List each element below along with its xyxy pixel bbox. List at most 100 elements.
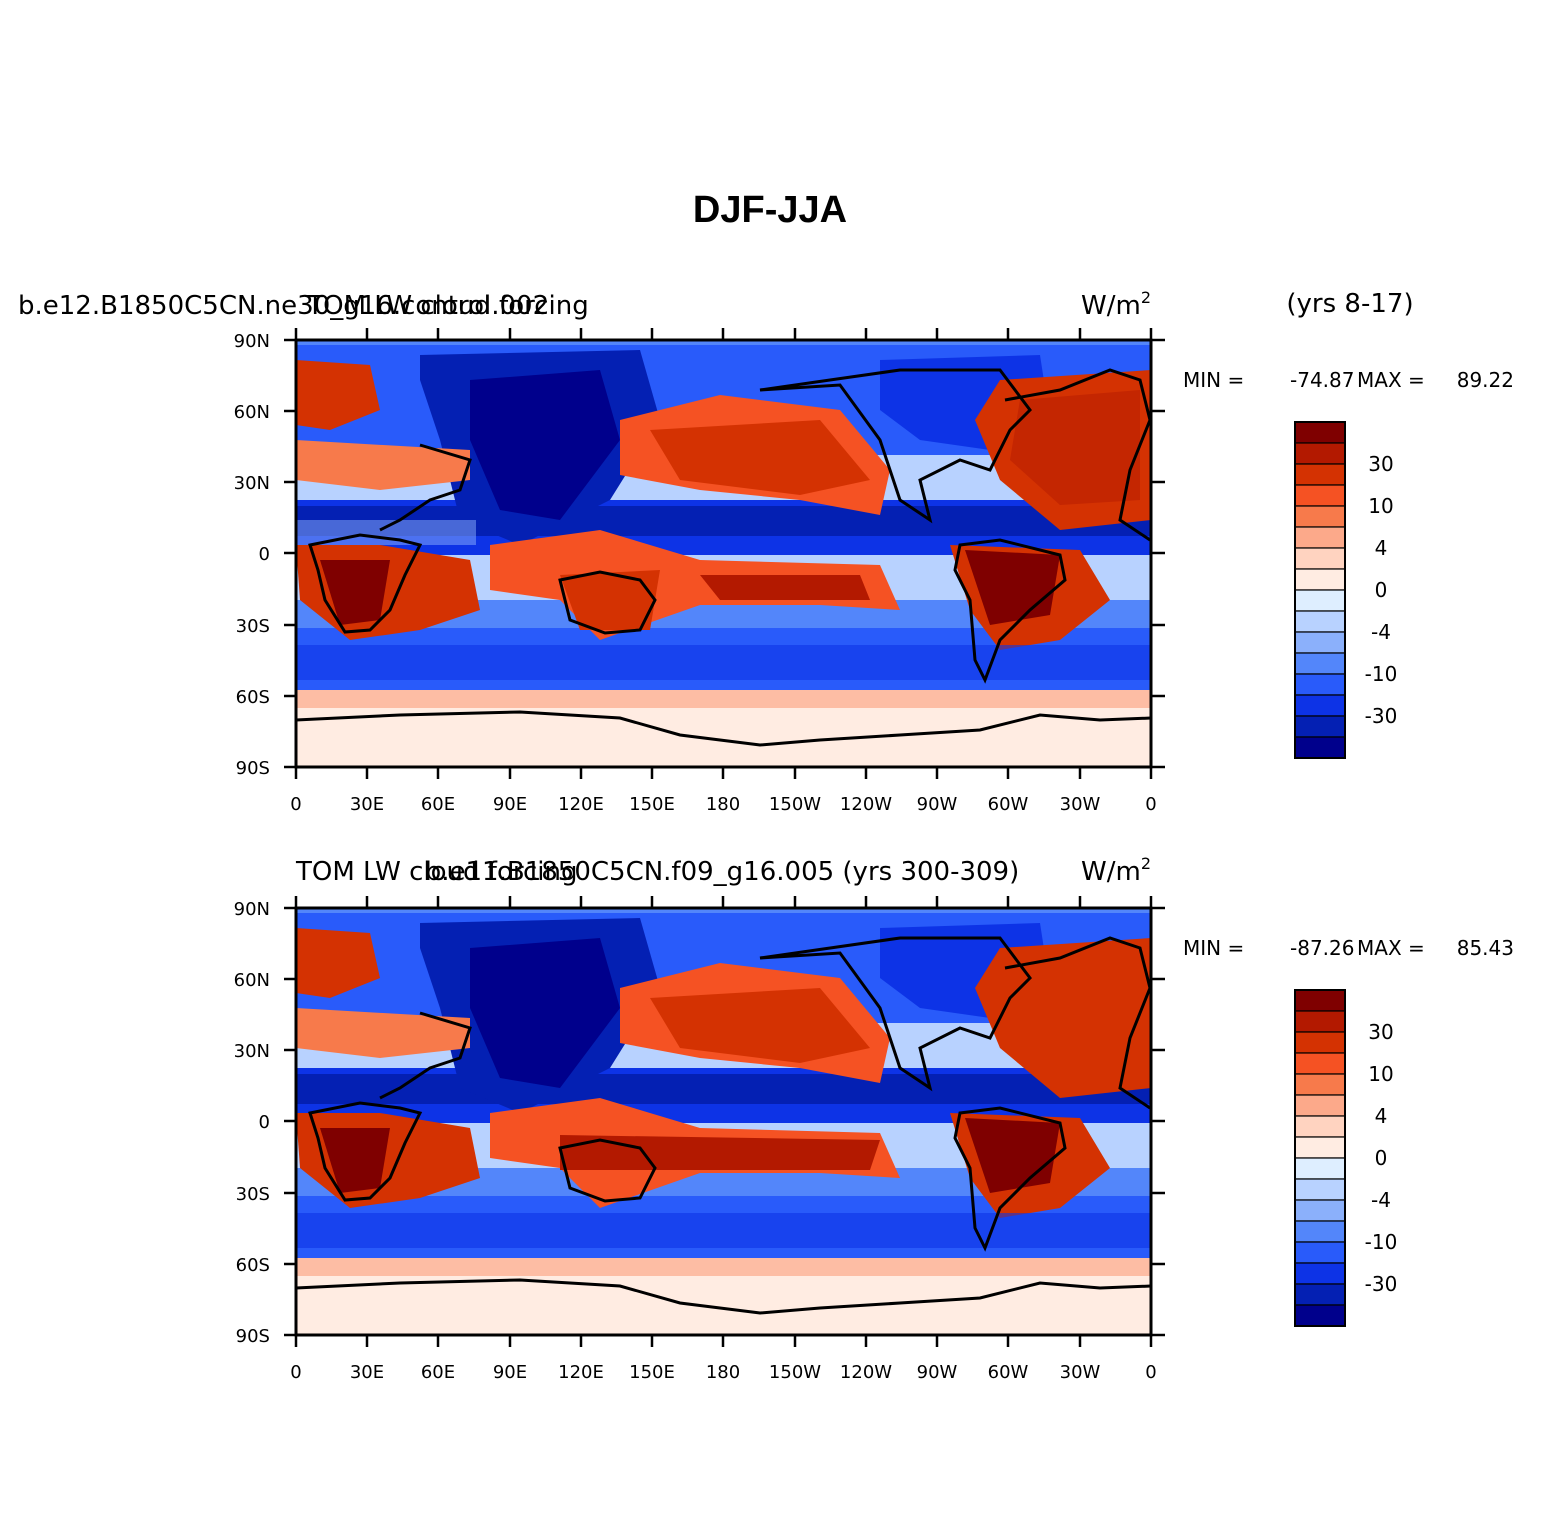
colorbar-box [1294,421,1346,444]
lon-label: 90W [917,1362,958,1383]
colorbar-box [1294,1241,1346,1264]
colorbar-box [1294,547,1346,570]
panel-bottom-coastlines [296,936,1151,1315]
lat-label: 0 [259,1112,270,1133]
colorbar-box [1294,526,1346,549]
lat-label: 60S [236,687,270,708]
colorbar-box [1294,1304,1346,1327]
colorbar-box [1294,1115,1346,1138]
colorbar-box [1294,1262,1346,1285]
lon-label: 150W [769,794,821,815]
panel-top-years: (yrs 8-17) [1286,289,1413,319]
lon-label: 120E [558,1362,604,1383]
colorbar-box [1294,652,1346,675]
panel-top-min-label: MIN = [1183,368,1244,392]
panel-bottom-max-value: 85.43 [1457,936,1514,960]
lon-label: 0 [1145,794,1156,815]
colorbar-box [1294,1283,1346,1306]
panel-bottom-min-value: -87.26 [1290,936,1354,960]
colorbar-label: 0 [1375,578,1388,602]
lon-label: 0 [290,794,301,815]
lon-label: 120W [840,1362,892,1383]
colorbar-label: -10 [1365,662,1398,686]
panel-bottom-center-string: b.e11.B1850C5CN.f09_g16.005 (yrs 300-309… [425,857,1019,887]
lat-label: 30N [234,1041,270,1062]
lon-label: 60E [421,794,455,815]
panel-top-map [296,340,1151,767]
colorbar-box [1294,589,1346,612]
panel-top-lon-labels: 0 30E 60E 90E 120E 150E 180 150W 120W 90… [290,794,1156,815]
colorbar-label: 4 [1375,1104,1388,1128]
colorbar-label: 10 [1368,494,1393,518]
panel-bottom-colorbar: 30 10 4 0 -4 -10 -30 [1294,989,1398,1327]
panel-top-colorbar: 30 10 4 0 -4 -10 -30 [1294,421,1398,759]
panel-top-center-string: TOM LW cloud forcing [306,291,588,321]
panel-bottom-min-label: MIN = [1183,936,1244,960]
panel-top-left-string: b.e12.B1850C5CN.ne30_g16.control.002 [18,291,549,321]
lon-label: 180 [706,794,740,815]
lon-label: 90E [493,794,527,815]
colorbar-label: 4 [1375,536,1388,560]
lon-label: 30E [350,1362,384,1383]
lat-label: 90S [236,1326,270,1347]
lat-label: 30S [236,1184,270,1205]
lat-label: 60N [234,970,270,991]
lon-label: 150E [629,794,675,815]
lat-label: 90S [236,758,270,779]
lon-label: 120W [840,794,892,815]
colorbar-label: -4 [1371,620,1391,644]
panel-bottom-units: W/m2 [1081,854,1151,887]
colorbar-box [1294,1073,1346,1096]
colorbar-box [1294,989,1346,1012]
colorbar-box [1294,1010,1346,1033]
lat-label: 30N [234,473,270,494]
panel-top-lat-ticks [284,338,1165,769]
panel-top-lon-ticks [294,328,1153,779]
colorbar-box [1294,1031,1346,1054]
lon-label: 150W [769,1362,821,1383]
panel-top-coastlines [296,368,1151,747]
panel-bottom-max-label: MAX = [1357,936,1425,960]
lat-label: 60N [234,402,270,423]
colorbar-label: 10 [1368,1062,1393,1086]
colorbar-label: 30 [1368,1020,1393,1044]
lon-label: 60W [988,1362,1029,1383]
colorbar-box [1294,484,1346,507]
colorbar-box [1294,1178,1346,1201]
panel-bottom-minmax: MIN = -87.26 MAX = 85.43 [1183,936,1514,960]
colorbar-label: 0 [1375,1146,1388,1170]
colorbar-box [1294,1157,1346,1180]
lon-label: 30E [350,794,384,815]
lat-label: 60S [236,1255,270,1276]
lon-label: 0 [1145,1362,1156,1383]
colorbar-box [1294,442,1346,465]
lon-label: 30W [1060,794,1101,815]
colorbar-box [1294,694,1346,717]
colorbar-box [1294,715,1346,738]
lon-label: 30W [1060,1362,1101,1383]
lon-label: 120E [558,794,604,815]
panel-bottom-map [296,908,1151,1335]
lon-label: 60E [421,1362,455,1383]
colorbar-label: -4 [1371,1188,1391,1212]
colorbar-box [1294,568,1346,591]
panel-bottom-lon-ticks [294,896,1153,1347]
panel-bottom: TOM LW cloud forcing b.e11.B1850C5CN.f09… [234,854,1514,1383]
panel-bottom-lon-labels: 0 30E 60E 90E 120E 150E 180 150W 120W 90… [290,1362,1156,1383]
panel-top-lat-labels: 90N 60N 30N 0 30S 60S 90S [234,331,270,779]
lat-label: 90N [234,331,270,352]
colorbar-box [1294,1052,1346,1075]
panel-bottom-lat-ticks [284,906,1165,1337]
colorbar-label: -30 [1365,1272,1398,1296]
colorbar-box [1294,463,1346,486]
colorbar-label: -30 [1365,704,1398,728]
colorbar-box [1294,1220,1346,1243]
colorbar-label: 30 [1368,452,1393,476]
lon-label: 0 [290,1362,301,1383]
lat-label: 30S [236,616,270,637]
panel-top-minmax: MIN = -74.87 MAX = 89.22 [1183,368,1514,392]
panel-top-max-label: MAX = [1357,368,1425,392]
colorbar-frame [1294,421,1346,759]
lon-label: 90W [917,794,958,815]
panel-top-min-value: -74.87 [1290,368,1354,392]
